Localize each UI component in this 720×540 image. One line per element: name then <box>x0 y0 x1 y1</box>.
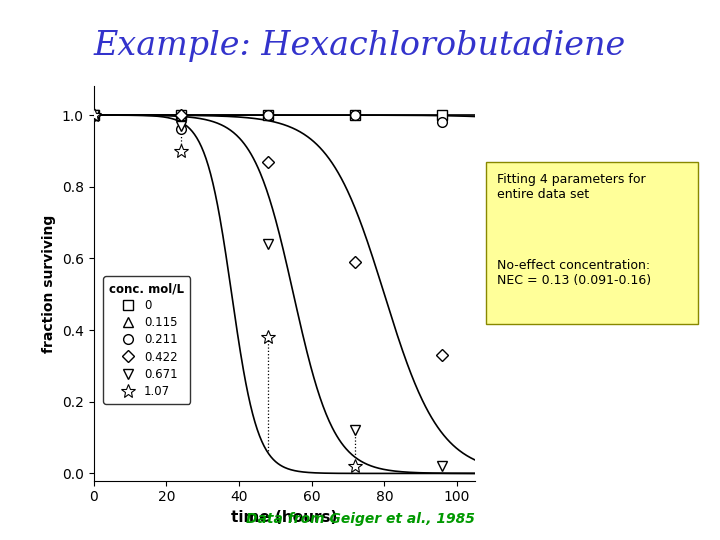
Y-axis label: fraction surviving: fraction surviving <box>42 214 56 353</box>
Legend: 0, 0.115, 0.211, 0.422, 0.671, 1.07: 0, 0.115, 0.211, 0.422, 0.671, 1.07 <box>103 276 190 404</box>
Text: Data from Geiger et al., 1985: Data from Geiger et al., 1985 <box>246 512 474 526</box>
Text: Example: Hexachlorobutadiene: Example: Hexachlorobutadiene <box>94 30 626 62</box>
X-axis label: time (hours): time (hours) <box>231 510 338 525</box>
Text: No-effect concentration:
NEC = 0.13 (0.091-0.16): No-effect concentration: NEC = 0.13 (0.0… <box>497 259 651 287</box>
Text: Fitting 4 parameters for
entire data set: Fitting 4 parameters for entire data set <box>497 173 645 201</box>
